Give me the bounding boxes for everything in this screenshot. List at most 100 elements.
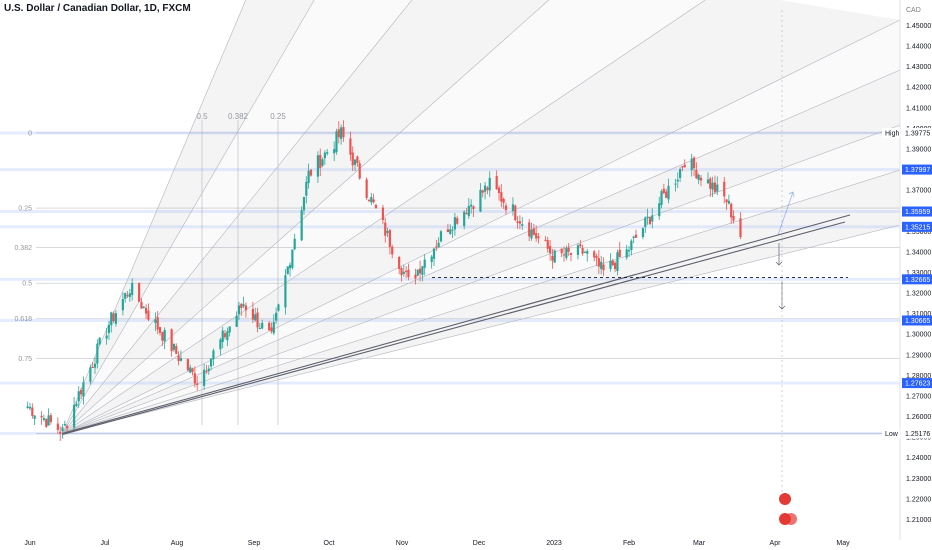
candle: [175, 343, 178, 355]
price-level-value: 1.35959: [905, 209, 930, 216]
candle: [535, 225, 538, 242]
candle: [154, 312, 157, 332]
candle-body: [112, 313, 115, 321]
candle: [586, 248, 589, 262]
fan-line: [62, 0, 706, 434]
price-tick-label: 1.44000: [906, 44, 931, 51]
candle: [309, 169, 313, 177]
candle: [630, 239, 633, 256]
price-level-value: 1.39775: [905, 130, 930, 137]
price-level-value: 1.30665: [905, 318, 930, 325]
candle-body: [156, 317, 159, 330]
candle: [486, 186, 489, 195]
candle-body: [372, 199, 375, 203]
price-level-band: [0, 381, 900, 385]
candle: [144, 304, 148, 320]
candle-body: [446, 229, 450, 233]
candle-body: [625, 249, 628, 258]
price-level-band: [0, 210, 900, 214]
candle-body: [713, 182, 717, 193]
candle: [235, 311, 238, 328]
candle-body: [602, 264, 605, 271]
candle: [114, 310, 118, 327]
candle-body: [300, 210, 303, 241]
candle: [725, 199, 728, 210]
candle-body: [212, 350, 215, 360]
candle-body: [423, 259, 426, 268]
candle-body: [732, 215, 735, 221]
price-tick-label: 1.21000: [906, 517, 931, 524]
price-level-band: [0, 318, 900, 322]
candle: [98, 337, 101, 346]
candle: [326, 148, 329, 156]
candle-body: [697, 174, 700, 181]
candle: [644, 216, 647, 234]
candle: [63, 420, 66, 427]
candle: [367, 198, 371, 203]
candle: [514, 204, 517, 222]
candle: [147, 303, 150, 322]
candle: [384, 217, 387, 243]
candle-body: [170, 329, 173, 352]
fan-line: [62, 0, 413, 434]
candle-body: [193, 373, 196, 384]
candle-body: [497, 187, 501, 193]
candle-body: [140, 301, 143, 309]
candle: [546, 236, 549, 253]
candle-body: [453, 217, 456, 230]
candle: [221, 326, 224, 349]
candle-body: [537, 236, 540, 239]
candle: [711, 176, 714, 198]
candle-body: [609, 260, 612, 269]
candle-body: [488, 177, 491, 191]
candle: [511, 197, 515, 216]
usa-flag-icon: [785, 513, 797, 525]
time-tick-label: May: [836, 540, 850, 547]
candle-body: [546, 240, 549, 249]
time-tick-label: Feb: [623, 540, 635, 547]
price-tick-label: 1.45000: [906, 23, 931, 30]
candle: [316, 151, 320, 183]
candle: [93, 356, 97, 374]
candle: [618, 241, 621, 258]
candle-body: [437, 242, 440, 247]
candle: [521, 217, 524, 230]
candle: [699, 174, 703, 187]
price-level-value: 1.27623: [905, 381, 930, 388]
candle-body: [630, 240, 633, 251]
candle-body: [284, 275, 287, 308]
candle: [732, 210, 735, 224]
candle-body: [683, 164, 686, 168]
candle: [77, 386, 80, 408]
candle: [597, 249, 600, 275]
candle-body: [616, 252, 619, 272]
price-level-value-bg: [902, 315, 932, 326]
candle: [723, 176, 726, 204]
candle-body: [191, 368, 194, 373]
candle-body: [207, 368, 210, 372]
candle-body: [388, 230, 391, 248]
candle-body: [367, 199, 371, 201]
candle: [483, 182, 487, 200]
candle: [548, 240, 552, 261]
candle: [562, 246, 566, 262]
candle: [256, 307, 259, 333]
candle: [614, 261, 617, 273]
candle-body: [77, 391, 80, 402]
price-tick-label: 1.29000: [906, 352, 931, 359]
candle: [240, 303, 243, 316]
time-tick-label: Nov: [396, 540, 409, 547]
candle: [667, 178, 670, 204]
candle-body: [177, 355, 180, 361]
candle-body: [270, 327, 273, 332]
candle-body: [481, 190, 484, 193]
candle-body: [89, 367, 92, 382]
fib-level-label: 0.75: [18, 356, 32, 363]
candle-body: [544, 239, 547, 241]
candle-body: [258, 328, 261, 330]
price-tick-label: 1.37000: [906, 188, 931, 195]
candle-body: [321, 159, 324, 166]
candle-body: [275, 312, 278, 321]
